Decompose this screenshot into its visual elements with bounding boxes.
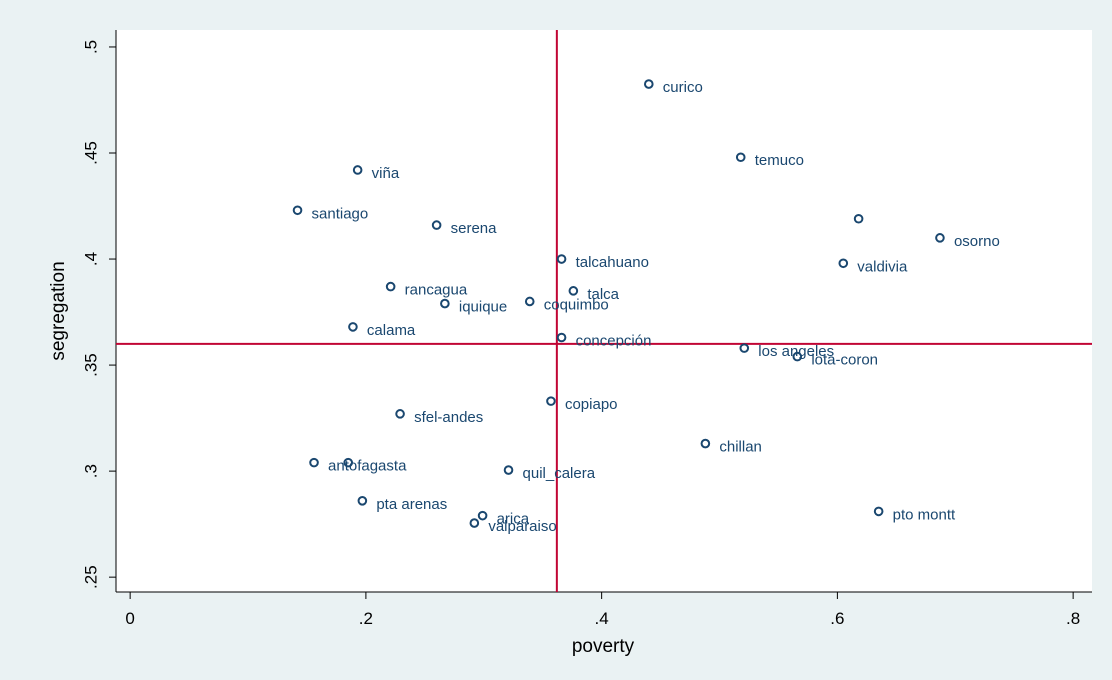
point	[503, 465, 514, 475]
point	[352, 165, 363, 175]
point-label: antofagasta	[328, 458, 407, 475]
point-label: viña	[372, 165, 400, 182]
point	[309, 457, 319, 468]
point-label: iquique	[459, 299, 507, 316]
y-tick-label: .3	[81, 464, 100, 478]
y-tick-label: .25	[81, 565, 100, 589]
point	[792, 351, 803, 362]
point	[469, 518, 480, 528]
point	[838, 258, 849, 269]
y-tick-label: .35	[81, 353, 100, 377]
x-tick-label: .2	[359, 609, 373, 628]
point	[935, 233, 945, 243]
point	[343, 457, 354, 468]
point-label: osorno	[954, 233, 1000, 250]
point-label: concepción	[576, 333, 652, 350]
point	[873, 506, 884, 517]
y-tick-label: .5	[81, 40, 100, 54]
point-label: sfel-andes	[414, 409, 483, 426]
point	[477, 510, 488, 521]
point	[700, 438, 711, 449]
point	[735, 152, 746, 163]
point-label: coquimbo	[544, 296, 609, 313]
point-label: calama	[367, 322, 416, 339]
point	[357, 496, 368, 506]
point-label: talca	[587, 286, 619, 303]
point	[739, 343, 750, 353]
point-label: chillan	[719, 439, 762, 456]
point-label: santiago	[312, 205, 369, 222]
point-label: serena	[451, 220, 498, 237]
point-label: los angeles	[758, 343, 834, 360]
point	[440, 298, 450, 309]
point-label: valdivia	[857, 258, 908, 275]
point-label: pta arenas	[376, 496, 447, 513]
y-tick-label: .4	[81, 252, 100, 266]
point-label: quil_calera	[523, 465, 596, 482]
y-tick-label: .45	[81, 141, 100, 165]
point	[556, 332, 567, 343]
x-tick-label: 0	[125, 609, 134, 628]
point	[524, 296, 535, 307]
point	[292, 205, 303, 216]
point	[348, 322, 358, 332]
point	[385, 281, 396, 292]
x-tick-label: .4	[595, 609, 609, 628]
point	[395, 409, 405, 419]
point	[643, 79, 654, 89]
point-label: lota-coron	[811, 352, 878, 369]
point-label: temuco	[755, 152, 804, 169]
point-label: arica	[497, 511, 530, 528]
point-label: copiapo	[565, 396, 618, 413]
point-label: rancagua	[405, 282, 468, 299]
point-label: curico	[663, 79, 703, 96]
point-label: talcahuano	[576, 254, 649, 271]
point	[568, 286, 579, 296]
y-axis-label: segregation	[48, 261, 69, 360]
point	[546, 396, 556, 406]
point-label: valparaiso	[488, 518, 556, 535]
point	[431, 220, 442, 230]
x-tick-label: .8	[1066, 609, 1080, 628]
plot-area	[116, 30, 1092, 592]
x-tick-label: .6	[830, 609, 844, 628]
point	[556, 254, 567, 264]
point-label: pto montt	[893, 506, 956, 523]
point	[853, 213, 864, 224]
x-axis-label: poverty	[572, 636, 635, 657]
